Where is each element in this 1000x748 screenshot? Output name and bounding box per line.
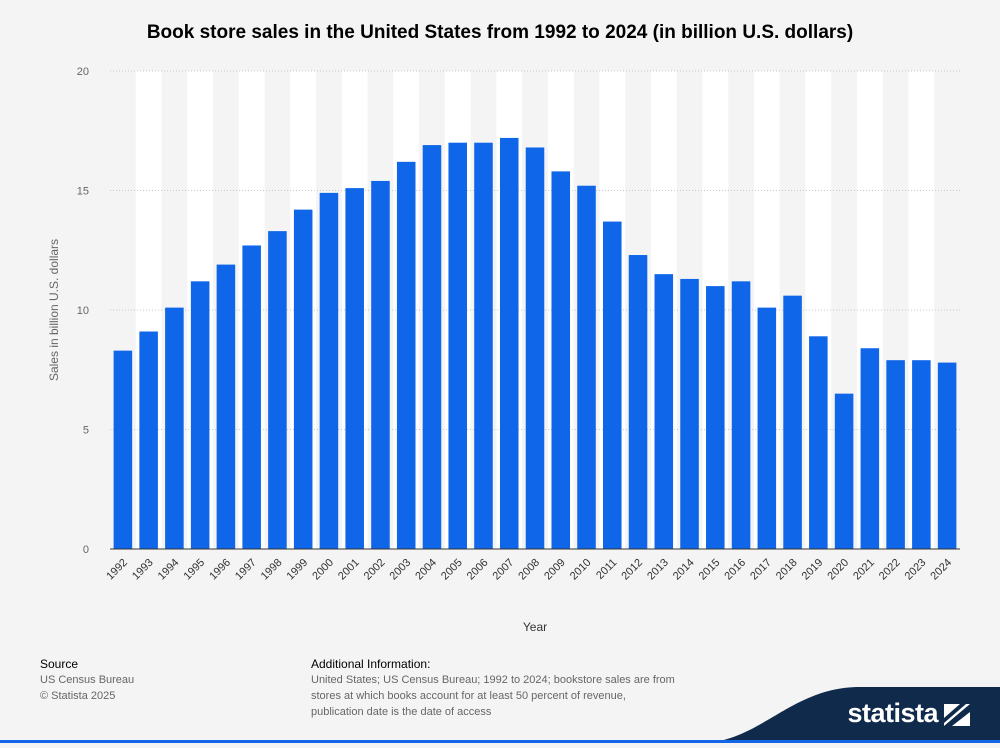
additional-info-block: Additional Information: United States; U… [311,656,675,720]
x-tick-label: 2007 [491,557,517,583]
source-heading: Source [40,657,79,671]
chart-title: Book store sales in the United States fr… [146,22,854,43]
y-tick-label: 15 [77,186,89,198]
bar-2014[interactable]: 2014: 11.3 [680,278,699,549]
additional-info-line: United States; US Census Bureau; 1992 to… [311,674,675,686]
bar-2005[interactable]: 2005: 17 [448,142,467,549]
x-tick-label: 2019 [800,557,826,583]
x-tick-label: 1997 [233,557,259,583]
bar-2018[interactable]: 2018: 10.6 [783,295,802,549]
y-tick-label: 0 [83,544,89,556]
x-tick-label: 2005 [439,557,465,583]
x-tick-label: 2011 [594,557,619,582]
bar-2003[interactable]: 2003: 16.2 [396,161,416,549]
source-block: Source US Census Bureau © Statista 2025 [40,656,134,704]
bar-2001[interactable]: 2001: 15.1 [345,188,364,550]
x-tick-label: 2003 [388,557,414,583]
x-tick-label: 2001 [336,557,362,583]
x-tick-label: 2004 [413,557,439,583]
bar-2021[interactable]: 2021: 8.4 [860,348,880,549]
bar-2015[interactable]: 2015: 11 [706,286,725,549]
bar-1993[interactable]: 1993: 9.1 [139,331,158,549]
statista-logo-icon [944,704,970,726]
bar-1998[interactable]: 1998: 13.3 [268,231,287,549]
x-tick-label: 2020 [825,557,851,583]
y-tick-label: 20 [77,66,89,78]
bar-2010[interactable]: 2010: 15.2 [577,185,596,549]
x-tick-label: 2010 [568,557,594,583]
x-tick-label: 1998 [259,557,285,583]
x-tick-label: 2018 [774,557,800,583]
bar-2019[interactable]: 2019: 8.9 [809,336,828,549]
bar-1997[interactable]: 1997: 12.7 [242,245,261,549]
bar-1996[interactable]: 1996: 11.9 [216,264,236,549]
additional-info-line: stores at which books account for at lea… [311,690,626,702]
y-tick-label: 10 [77,305,89,317]
bar-2023[interactable]: 2023: 7.9 [912,360,931,549]
x-tick-label: 2017 [748,557,774,583]
copyright-line: © Statista 2025 [40,690,116,702]
bar-2000[interactable]: 2000: 14.9 [319,192,339,549]
source-line: US Census Bureau [40,674,135,686]
x-tick-label: 2014 [671,557,697,583]
bar-1995[interactable]: 1995: 11.2 [190,281,210,549]
bar-2004[interactable]: 2004: 16.9 [422,145,442,549]
bar-1999[interactable]: 1999: 14.2 [293,209,313,549]
additional-info-heading: Additional Information: [311,657,431,671]
y-tick-label: 5 [83,425,89,437]
bar-2006[interactable]: 2006: 17 [474,142,493,549]
bar-2016[interactable]: 2016: 11.2 [731,281,751,549]
bar-2024[interactable]: 2024: 7.8 [937,362,957,549]
bar-2013[interactable]: 2013: 11.5 [654,274,674,549]
x-tick-label: 2015 [697,557,723,583]
bar-1992[interactable]: 1992: 8.3 [113,350,133,549]
x-tick-label: 1994 [156,557,182,583]
bar-2002[interactable]: 2002: 15.4 [371,180,390,549]
x-tick-label: 2002 [362,557,388,583]
bar-2020[interactable]: 2020: 6.5 [834,393,854,549]
bar-chart: 0 5 10 15 20 1992: 8.3 1993: 9.1 1994: 10.1 1995… [47,66,960,634]
bar-2008[interactable]: 2008: 16.8 [525,147,545,550]
x-tick-label: 2021 [851,557,877,583]
bar-2007[interactable]: 2007: 17.2 [499,137,519,550]
x-tick-label: 1996 [207,557,233,583]
x-tick-label: 1993 [130,557,156,583]
x-tick-label: 2012 [619,557,645,583]
x-tick-label: 2006 [465,557,491,583]
bar-2009[interactable]: 2009: 15.8 [551,171,571,549]
bar-1994[interactable]: 1994: 10.1 [165,307,184,549]
x-tick-label: 1995 [181,557,207,583]
x-tick-label: 2024 [928,557,954,583]
bar-2022[interactable]: 2022: 7.9 [886,360,905,549]
brand-wave [700,687,1000,743]
x-tick-label: 2023 [903,557,929,583]
x-tick-label: 2000 [310,557,336,583]
x-axis-title: Year [523,620,547,634]
additional-info-line: publication date is the date of access [311,706,492,718]
y-axis-title: Sales in billion U.S. dollars [47,239,61,381]
x-tick-label: 2013 [645,557,671,583]
statista-brand: statista [700,685,1000,743]
x-tick-label: 2008 [516,557,542,583]
bottom-accent-line [0,740,1000,743]
bar-2011[interactable]: 2011: 13.7 [603,221,622,549]
x-tick-label: 2009 [542,557,568,583]
brand-name[interactable]: statista [847,698,938,728]
x-tick-label: 1992 [104,557,130,583]
bar-2017[interactable]: 2017: 10.1 [757,307,777,549]
x-tick-label: 1999 [285,557,311,583]
x-tick-label: 2022 [877,557,903,583]
x-tick-label: 2016 [722,557,748,583]
bar-2012[interactable]: 2012: 12.3 [628,255,648,549]
